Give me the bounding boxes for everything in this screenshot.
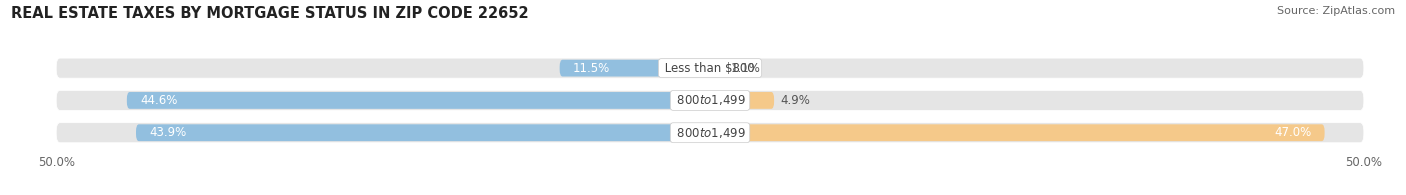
FancyBboxPatch shape: [710, 92, 775, 109]
Text: 4.9%: 4.9%: [780, 94, 810, 107]
Text: 1.1%: 1.1%: [731, 62, 761, 75]
Text: Less than $800: Less than $800: [661, 62, 759, 75]
Text: 11.5%: 11.5%: [572, 62, 610, 75]
Text: $800 to $1,499: $800 to $1,499: [673, 93, 747, 107]
FancyBboxPatch shape: [127, 92, 710, 109]
Text: Source: ZipAtlas.com: Source: ZipAtlas.com: [1277, 6, 1395, 16]
FancyBboxPatch shape: [710, 60, 724, 76]
FancyBboxPatch shape: [710, 124, 1324, 141]
Text: 43.9%: 43.9%: [149, 126, 187, 139]
FancyBboxPatch shape: [560, 60, 710, 76]
FancyBboxPatch shape: [56, 58, 1364, 78]
FancyBboxPatch shape: [136, 124, 710, 141]
Text: REAL ESTATE TAXES BY MORTGAGE STATUS IN ZIP CODE 22652: REAL ESTATE TAXES BY MORTGAGE STATUS IN …: [11, 6, 529, 21]
FancyBboxPatch shape: [56, 123, 1364, 143]
FancyBboxPatch shape: [56, 90, 1364, 110]
Text: 44.6%: 44.6%: [141, 94, 177, 107]
Text: $800 to $1,499: $800 to $1,499: [673, 126, 747, 140]
Text: 47.0%: 47.0%: [1274, 126, 1312, 139]
